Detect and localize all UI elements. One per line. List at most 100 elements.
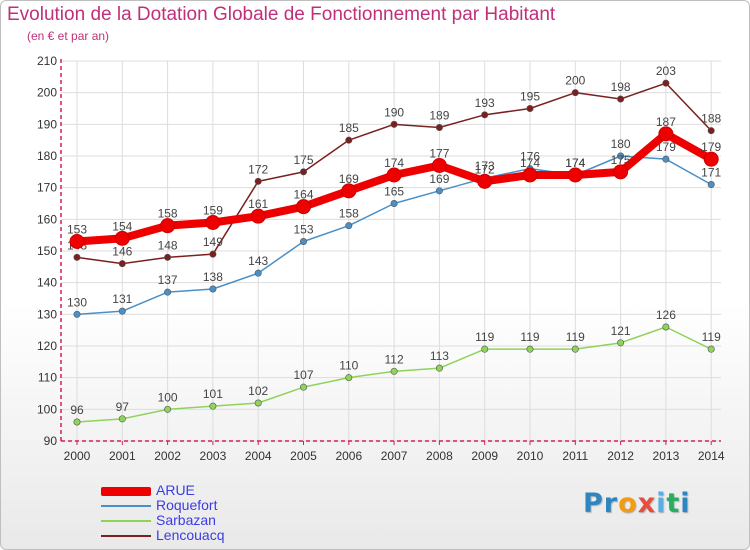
legend-item-roquefort[interactable]: Roquefort	[101, 497, 301, 513]
y-tick-label: 110	[38, 371, 57, 385]
legend-item-lencouacq[interactable]: Lencouacq	[101, 527, 301, 543]
logo-letter: i	[656, 488, 667, 519]
data-point-lencouacq	[617, 95, 625, 103]
data-label-arue: 172	[475, 162, 495, 176]
x-tick-label: 2004	[245, 449, 272, 463]
x-tick-label: 2009	[471, 449, 498, 463]
data-point-arue	[69, 234, 85, 249]
legend-item-arue[interactable]: ARUE	[101, 482, 301, 498]
data-point-arue	[477, 173, 493, 189]
data-label-roquefort: 130	[67, 295, 87, 309]
y-tick-label: 130	[37, 307, 57, 321]
legend-swatch-sarbazan	[101, 520, 151, 522]
data-point-roquefort	[707, 181, 715, 189]
data-point-sarbazan	[209, 402, 217, 410]
data-point-sarbazan	[481, 345, 489, 353]
data-label-arue: 175	[611, 153, 631, 167]
y-tick-label: 150	[37, 244, 57, 258]
data-label-arue: 158	[158, 207, 178, 221]
y-tick-label: 90	[44, 434, 58, 448]
logo-letter: t	[666, 488, 681, 519]
data-label-roquefort: 173	[475, 159, 495, 173]
data-label-lencouacq: 203	[656, 64, 676, 78]
data-label-roquefort: 138	[203, 270, 223, 284]
data-label-lencouacq: 185	[339, 121, 359, 135]
data-label-sarbazan: 121	[611, 324, 631, 338]
data-point-lencouacq	[73, 253, 81, 261]
x-tick-label: 2007	[381, 449, 408, 463]
data-point-lencouacq	[254, 177, 262, 185]
data-point-lencouacq	[435, 124, 443, 132]
data-label-roquefort: 158	[339, 207, 359, 221]
proxiti-logo: Proxiti	[583, 488, 691, 519]
data-label-roquefort: 153	[293, 223, 313, 237]
data-label-lencouacq: 189	[429, 109, 449, 123]
data-point-arue	[114, 230, 130, 246]
data-label-roquefort: 176	[520, 150, 540, 164]
data-label-sarbazan: 119	[566, 330, 585, 344]
data-label-sarbazan: 101	[203, 387, 223, 401]
legend-label-arue: ARUE	[156, 482, 195, 498]
chart-title: Evolution de la Dotation Globale de Fonc…	[7, 4, 556, 25]
data-label-lencouacq: 198	[611, 80, 631, 94]
data-point-sarbazan	[526, 345, 534, 353]
data-point-sarbazan	[707, 345, 715, 353]
logo-letter: i	[680, 488, 691, 519]
data-label-sarbazan: 112	[385, 352, 404, 366]
data-label-roquefort: 180	[611, 137, 631, 151]
legend-item-sarbazan[interactable]: Sarbazan	[101, 512, 301, 528]
data-point-lencouacq	[526, 105, 534, 113]
data-point-arue	[522, 167, 538, 183]
data-point-lencouacq	[662, 79, 670, 87]
x-tick-label: 2005	[290, 449, 317, 463]
data-point-lencouacq	[390, 120, 398, 128]
data-label-lencouacq: 200	[565, 74, 585, 88]
data-point-sarbazan	[164, 405, 172, 413]
data-label-sarbazan: 110	[339, 359, 358, 373]
data-point-sarbazan	[254, 399, 262, 407]
y-tick-label: 200	[37, 86, 57, 100]
data-label-arue: 161	[248, 197, 268, 211]
data-label-roquefort: 131	[112, 292, 132, 306]
data-point-arue	[205, 215, 221, 230]
y-tick-label: 180	[37, 149, 57, 163]
data-point-lencouacq	[299, 168, 307, 176]
x-tick-label: 2001	[109, 449, 136, 463]
data-point-lencouacq	[118, 260, 126, 268]
data-label-lencouacq: 193	[475, 96, 495, 110]
data-label-lencouacq: 149	[203, 235, 223, 249]
data-label-roquefort: 174	[565, 156, 585, 170]
data-label-sarbazan: 100	[158, 390, 178, 404]
data-label-arue: 159	[203, 204, 223, 218]
data-label-sarbazan: 102	[248, 384, 268, 398]
data-point-lencouacq	[209, 250, 217, 258]
data-point-sarbazan	[345, 374, 353, 382]
data-label-arue: 164	[293, 188, 313, 202]
data-label-roquefort: 169	[429, 172, 449, 186]
data-label-roquefort: 171	[701, 166, 721, 180]
data-label-sarbazan: 119	[520, 330, 539, 344]
data-point-roquefort	[209, 285, 217, 293]
data-point-sarbazan	[662, 323, 670, 331]
data-label-lencouacq: 175	[293, 153, 313, 167]
data-label-sarbazan: 97	[116, 400, 130, 414]
chart-subtitle: (en € et par an)	[27, 29, 110, 43]
data-point-sarbazan	[435, 364, 443, 372]
y-tick-label: 120	[37, 339, 57, 353]
x-tick-label: 2010	[517, 449, 544, 463]
data-label-arue: 169	[339, 172, 359, 186]
data-label-lencouacq: 148	[158, 238, 178, 252]
legend-label-sarbazan: Sarbazan	[156, 512, 216, 528]
logo-letter: r	[603, 488, 619, 519]
y-tick-label: 140	[37, 276, 57, 290]
logo-letter: o	[618, 488, 638, 519]
data-label-sarbazan: 113	[430, 349, 449, 363]
y-tick-label: 210	[37, 54, 57, 68]
data-point-lencouacq	[481, 111, 489, 119]
data-label-arue: 179	[701, 140, 721, 154]
data-point-lencouacq	[345, 136, 353, 144]
data-point-roquefort	[345, 222, 353, 230]
data-point-sarbazan	[571, 345, 579, 353]
data-label-lencouacq: 188	[701, 112, 721, 126]
